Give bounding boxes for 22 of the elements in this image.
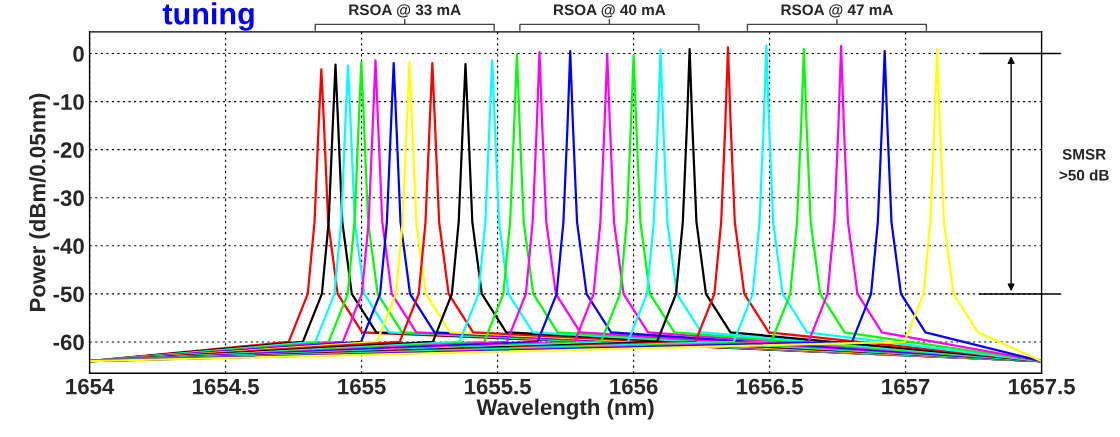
- text: RSOA @ 33 mA: [349, 4, 461, 18]
- x-axis-title: Wavelength (nm): [476, 398, 654, 420]
- y-axis-title: Power (dBm/0.05nm): [29, 93, 50, 311]
- y-tick-label: 0: [73, 46, 84, 62]
- y-tick-label: -40: [53, 238, 84, 255]
- x-tick-label: 1657: [882, 378, 930, 395]
- x-tick-label: 1654: [66, 378, 115, 395]
- y-tick-label: -50: [53, 286, 84, 303]
- x-tick-label: 1656.5: [737, 378, 803, 395]
- x-tick-label: 1655: [338, 378, 386, 395]
- text: RSOA @ 40 mA: [554, 4, 666, 18]
- x-tick-label: 1657.5: [1009, 378, 1075, 395]
- text: SMSR >50 dB: [1059, 148, 1109, 181]
- x-tick-label: 1654.5: [193, 378, 259, 395]
- x-tick-label: 1655.5: [465, 378, 531, 395]
- y-tick-label: -20: [53, 142, 84, 158]
- y-tick-label: -30: [53, 190, 84, 207]
- x-tick-label: 1656: [610, 378, 658, 395]
- y-tick-label: -10: [53, 94, 84, 110]
- text: RSOA @ 47 mA: [781, 4, 893, 18]
- y-tick-label: -60: [53, 334, 84, 351]
- chart-title: tuning: [162, 2, 254, 31]
